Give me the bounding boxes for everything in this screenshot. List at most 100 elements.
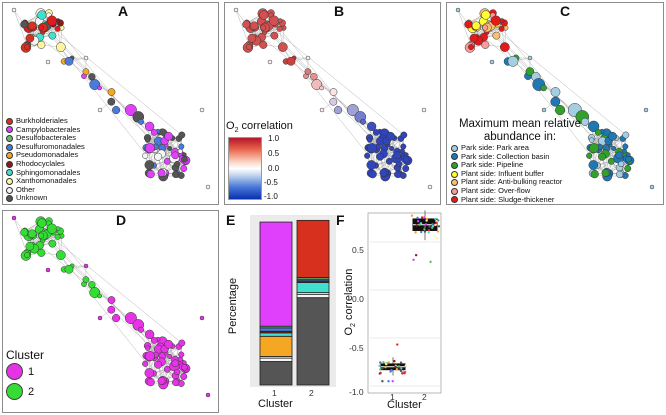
jitter-point [419,222,423,225]
network-node [649,184,655,190]
jitter-point [389,370,392,373]
network-node [178,351,185,358]
jitter-point [423,228,426,231]
legend-swatch [6,195,13,203]
network-node [142,152,149,159]
network-node [172,170,180,178]
network-node [154,360,163,369]
panel-label-a: A [118,3,129,19]
network-panel-b [233,7,433,190]
jitter-point [381,366,384,370]
jitter-point [381,380,384,383]
legend-item: Unknown [6,194,85,203]
network-node [379,168,388,177]
network-node [368,170,377,179]
legend-item: Plant side: Anti-bulking reactor [451,178,562,187]
legend-swatch [6,363,23,380]
jitter-point [434,217,437,221]
f-xtick: 1 [390,392,395,402]
jitter-point [435,221,438,225]
colorbar-tick: -1.0 [264,192,278,201]
network-node [372,129,380,136]
network-node [386,131,395,141]
legend-item: Park side: Collection basin [451,152,562,162]
network-edge [235,9,250,46]
e-xlabel: Cluster [258,398,293,410]
legend-item: Sphingomonadales [6,168,85,178]
network-node [489,59,495,65]
colorbar-tick: 1.0 [268,134,280,143]
network-node [246,44,252,51]
network-node [27,21,37,31]
network-node [38,24,45,31]
jitter-point [423,225,427,229]
legend-item: Rhodocyclales [6,159,85,169]
network-node [394,170,402,178]
network-node [24,252,30,259]
jitter-point [398,368,401,371]
network-node [588,160,599,170]
e-xtick: 1 [272,388,277,398]
network-node [319,85,324,91]
network-node [499,18,505,23]
bar-segment [259,327,293,332]
network-node [499,42,510,52]
network-node [402,165,410,173]
bar-segment [259,335,293,357]
network-node [107,88,116,96]
network-node [622,143,629,150]
abundance-legend: Park side: Park area Park side: Collecti… [451,143,562,204]
network-node [83,55,89,61]
network-node [540,84,547,92]
network-node [587,120,600,133]
network-node [107,296,116,304]
bar-segment [259,361,293,386]
network-panel-d [11,215,211,398]
network-node [82,68,90,75]
network-node [37,10,47,20]
network-node [25,241,35,251]
jitter-point [399,369,403,373]
network-node [48,239,57,248]
network-node [55,42,66,52]
network-node [455,7,461,13]
jitter-point [404,364,408,367]
legend-swatch [6,160,13,168]
bar-segment [259,332,293,337]
network-node [180,373,188,381]
network-node [525,67,535,76]
jitter-point [427,231,430,234]
network-node [277,18,283,23]
network-node [37,218,47,228]
jitter-point [396,343,399,346]
legend-swatch [451,196,458,204]
network-node [598,152,607,161]
network-node [54,25,61,32]
network-node [615,151,624,160]
network-node [580,117,589,126]
network-node [107,97,116,106]
network-node [97,293,102,299]
network-node [167,145,173,151]
network-node [364,152,371,159]
legend-item: Xanthomonadales [6,177,85,186]
network-node [146,170,155,179]
jitter-point [378,364,381,367]
jitter-point [414,253,418,257]
network-node [20,228,29,237]
network-node [164,339,173,349]
jitter-point [385,362,388,366]
network-node [334,106,343,115]
network-node [541,107,547,113]
network-node [594,129,602,136]
jitter-point [423,230,427,233]
network-node [157,168,166,177]
network-node [144,329,155,340]
panel-label-b: B [334,3,345,19]
jitter-point [379,361,382,364]
network-node [137,118,144,125]
colorbar-tick: 0.5 [268,149,280,158]
network-node [601,168,610,177]
network-node [366,121,377,132]
network-node [400,131,408,139]
